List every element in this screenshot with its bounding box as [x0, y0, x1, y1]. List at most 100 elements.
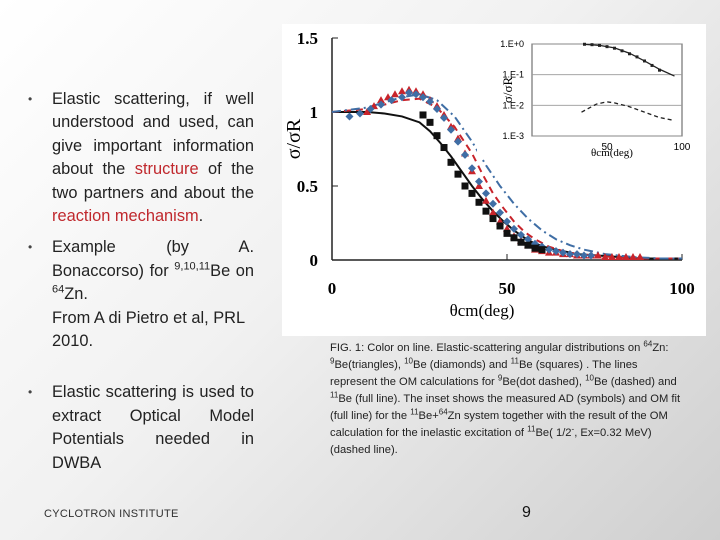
caption-text: Be (squares) . The lines represent the O…: [330, 359, 638, 388]
triangle-point: [594, 251, 602, 259]
square-point: [510, 234, 518, 242]
superscript: 64: [52, 283, 65, 296]
diamond-point: [387, 96, 396, 105]
triangle-point: [636, 253, 644, 261]
bullet-dot: •: [28, 385, 33, 400]
bullet-text: of the two partners and about the: [52, 160, 254, 202]
bullet-text: Elastic scattering, if well understood a…: [52, 90, 254, 179]
triangle-point: [377, 96, 385, 104]
bullet-text: Zn.: [64, 285, 88, 304]
caption-text: , Ex=0.32 MeV) (dashed line).: [330, 427, 652, 456]
diamond-point: [510, 224, 518, 233]
inset-data-point: [650, 63, 654, 67]
square-point: [433, 132, 441, 140]
diamond-point: [440, 113, 448, 122]
y-tick-label: 1: [310, 103, 319, 122]
bullet-example: • Example (by A. Bonaccorso) for 9,10,11…: [28, 236, 254, 353]
square-point: [447, 158, 455, 166]
diamond-point: [587, 251, 595, 260]
inset-y-tick-label: 1.E-1: [502, 70, 524, 80]
inset-x-tick-label: 50: [601, 142, 613, 153]
superscript: 10: [404, 356, 413, 366]
diamond-point: [398, 93, 406, 102]
diamond-point: [468, 164, 476, 173]
superscript: 9: [497, 373, 503, 383]
diamond-point: [489, 199, 497, 208]
inset-data-point: [643, 59, 646, 63]
triangle-point: [489, 208, 497, 216]
inset-x-label: θcm(deg): [591, 147, 633, 159]
inset-x-tick-label: 100: [674, 142, 691, 153]
x-axis-label: θcm(deg): [450, 301, 515, 320]
caption-text: Be( 1/2: [535, 427, 572, 439]
caption-text: Be (dashed) and: [593, 376, 677, 388]
superscript: 10: [585, 373, 594, 383]
superscript: 9: [330, 356, 335, 366]
square-point: [440, 144, 448, 152]
footer-brand: CYCLOTRON INSTITUTE: [44, 508, 179, 520]
diamond-point: [517, 230, 525, 239]
inset-data-point: [583, 42, 586, 46]
triangle-point: [398, 87, 406, 95]
square-point: [426, 118, 434, 126]
y-axis-label: σ/σR: [283, 118, 305, 159]
inset-data-point: [613, 46, 616, 50]
diamond-point: [345, 112, 354, 121]
square-point: [517, 238, 525, 246]
triangle-point: [615, 253, 623, 261]
inset-data-point: [635, 55, 639, 59]
diamond-point: [461, 150, 469, 159]
superscript: -: [571, 424, 575, 434]
bullet-text: Be on: [210, 261, 254, 280]
bullet-text: Example (by A. Bonaccorso) for: [52, 238, 254, 280]
diamond-point: [545, 245, 553, 254]
inset-data-point: [590, 43, 594, 47]
superscript: 11: [410, 407, 419, 417]
inset-y-tick-label: 1.E-3: [502, 131, 524, 141]
bullet-optical-model: • Elastic scattering is used to extract …: [28, 381, 254, 475]
diamond-point: [454, 137, 462, 146]
diamond-point: [482, 189, 490, 198]
diamond-point: [503, 217, 511, 226]
superscript: 64: [438, 407, 448, 417]
superscript: 11: [330, 390, 339, 400]
diamond-point: [426, 97, 434, 106]
square-point: [538, 246, 546, 254]
square-point: [468, 189, 476, 197]
square-point: [419, 111, 427, 119]
y-tick-label: 0: [310, 251, 319, 270]
x-tick-label: 100: [669, 279, 695, 298]
caption-text: FIG. 1: Color on line. Elastic-scatterin…: [330, 342, 644, 354]
diamond-point: [366, 105, 375, 114]
caption-text: Zn system together with the result of th…: [330, 410, 668, 439]
diamond-point: [447, 125, 455, 134]
caption-text: Be (diamonds) and: [413, 359, 511, 371]
square-point: [482, 207, 490, 215]
inset-data-point: [598, 43, 601, 47]
triangle-point: [629, 253, 637, 261]
bullet-elastic-scattering-info: • Elastic scattering, if well understood…: [28, 88, 254, 228]
triangle-point: [363, 108, 371, 115]
triangle-point: [391, 90, 399, 98]
diamond-point: [419, 93, 427, 102]
inset-y-label: σ/σR: [500, 77, 515, 104]
triangle-point: [482, 196, 490, 204]
square-point: [496, 222, 504, 230]
square-point: [454, 170, 462, 178]
bullet-text: Elastic scattering is used to extract Op…: [52, 383, 254, 472]
square-point: [461, 182, 469, 190]
inset-data-point: [620, 49, 624, 53]
diamond-point: [475, 177, 483, 186]
diamond-point: [524, 235, 532, 244]
triangle-point: [608, 253, 616, 261]
citation-note: From A di Pietro et al, PRL 2010.: [52, 308, 245, 351]
caption-text: Be(triangles),: [334, 359, 405, 371]
figure-panel: 0 0.5 1 1.5 0 50 100 σ/σR θcm(deg) 1.E+0 1.E-1…: [282, 24, 706, 336]
superscript: 11: [510, 356, 519, 366]
diamond-point: [559, 248, 567, 257]
square-point: [503, 229, 511, 237]
diamond-point: [552, 247, 560, 256]
page-number: 9: [522, 504, 531, 521]
y-tick-label: 1.5: [297, 29, 318, 48]
inset-data-point: [658, 68, 661, 72]
